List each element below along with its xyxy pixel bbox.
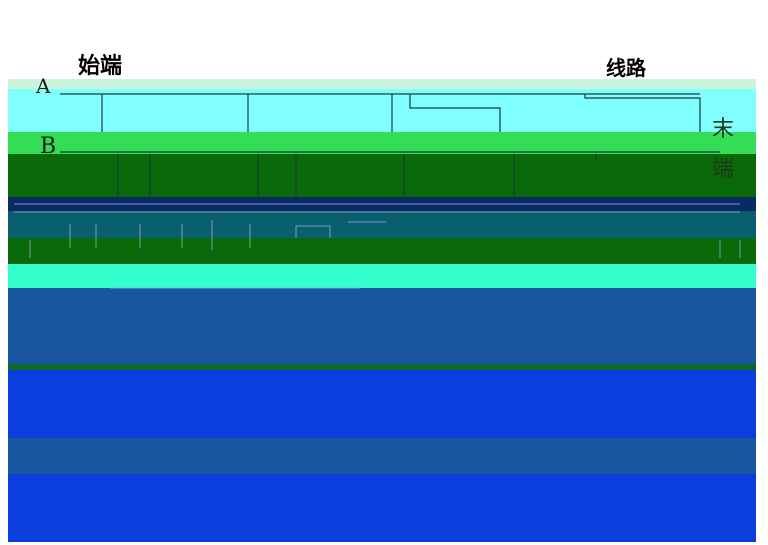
band-teal [8, 211, 756, 238]
band-blue-4 [8, 474, 756, 542]
band-mint [8, 79, 756, 89]
line-label: 线路 [606, 56, 646, 80]
band-blue-3 [8, 438, 756, 474]
band-green-line [8, 364, 756, 370]
end-label-char-2: 端 [711, 157, 734, 182]
conductor-a-label: A [36, 74, 51, 98]
conductor-b-label: B [40, 134, 57, 159]
band-blue-2 [8, 370, 756, 438]
band-green [8, 132, 756, 154]
band-dark-green-2 [8, 238, 756, 264]
end-label: 末 端 [706, 110, 740, 190]
band-blue-1 [8, 288, 756, 364]
band-aqua [8, 264, 756, 288]
end-label-char-1: 末 [711, 117, 734, 142]
start-label: 始端 [78, 54, 123, 79]
band-cyan-main [8, 99, 756, 132]
band-dark-green [8, 154, 756, 197]
